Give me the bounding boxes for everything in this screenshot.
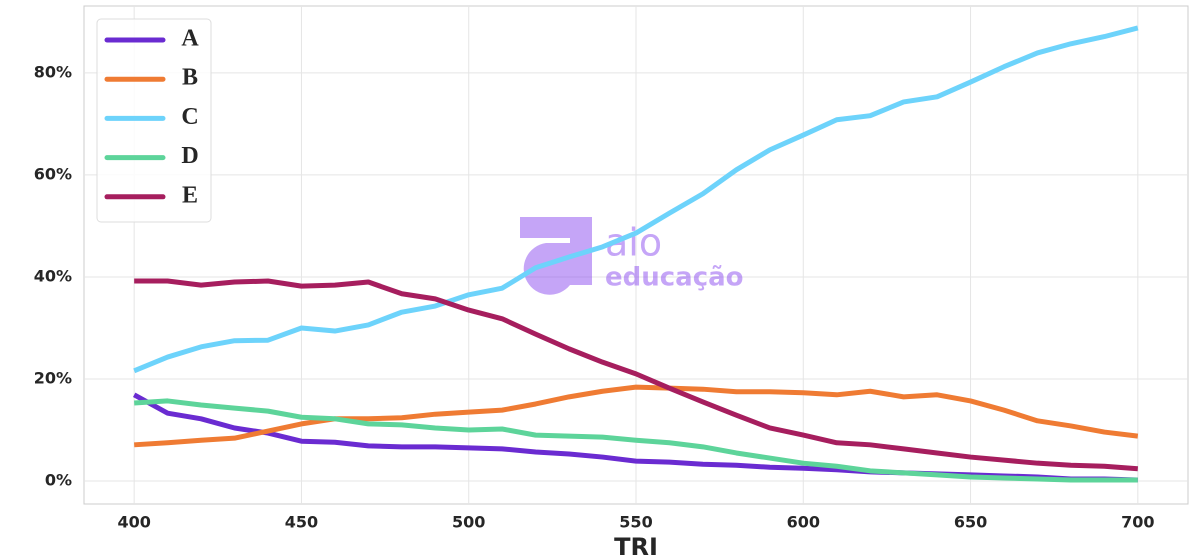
series-line xyxy=(134,278,1139,472)
x-tick-label: 450 xyxy=(285,513,318,532)
x-axis-label: TRI xyxy=(614,533,658,560)
y-tick-label: 40% xyxy=(34,266,72,285)
lines xyxy=(132,25,1139,483)
y-tick-label: 80% xyxy=(34,62,72,81)
x-tick-label: 650 xyxy=(954,513,987,532)
watermark-logo xyxy=(520,217,592,295)
y-tick-label: 60% xyxy=(34,164,72,183)
y-tick-label: 0% xyxy=(45,471,72,490)
x-tick-label: 700 xyxy=(1121,513,1154,532)
legend-label: C xyxy=(181,104,198,130)
legend-label: B xyxy=(182,65,198,91)
watermark: aio educação xyxy=(520,217,744,295)
watermark-text: educação xyxy=(605,263,744,293)
x-tick-label: 550 xyxy=(619,513,652,532)
grid xyxy=(84,6,1188,504)
x-tick-label: 500 xyxy=(452,513,485,532)
x-tick-label: 600 xyxy=(787,513,820,532)
legend-label: D xyxy=(181,143,198,169)
y-tick-label: 20% xyxy=(34,368,72,387)
series-line xyxy=(133,25,1139,374)
series-line xyxy=(134,384,1139,448)
legend-label: A xyxy=(181,26,199,52)
x-tick-label: 400 xyxy=(117,513,150,532)
series-line xyxy=(134,398,1138,483)
legend-label: E xyxy=(182,182,198,208)
